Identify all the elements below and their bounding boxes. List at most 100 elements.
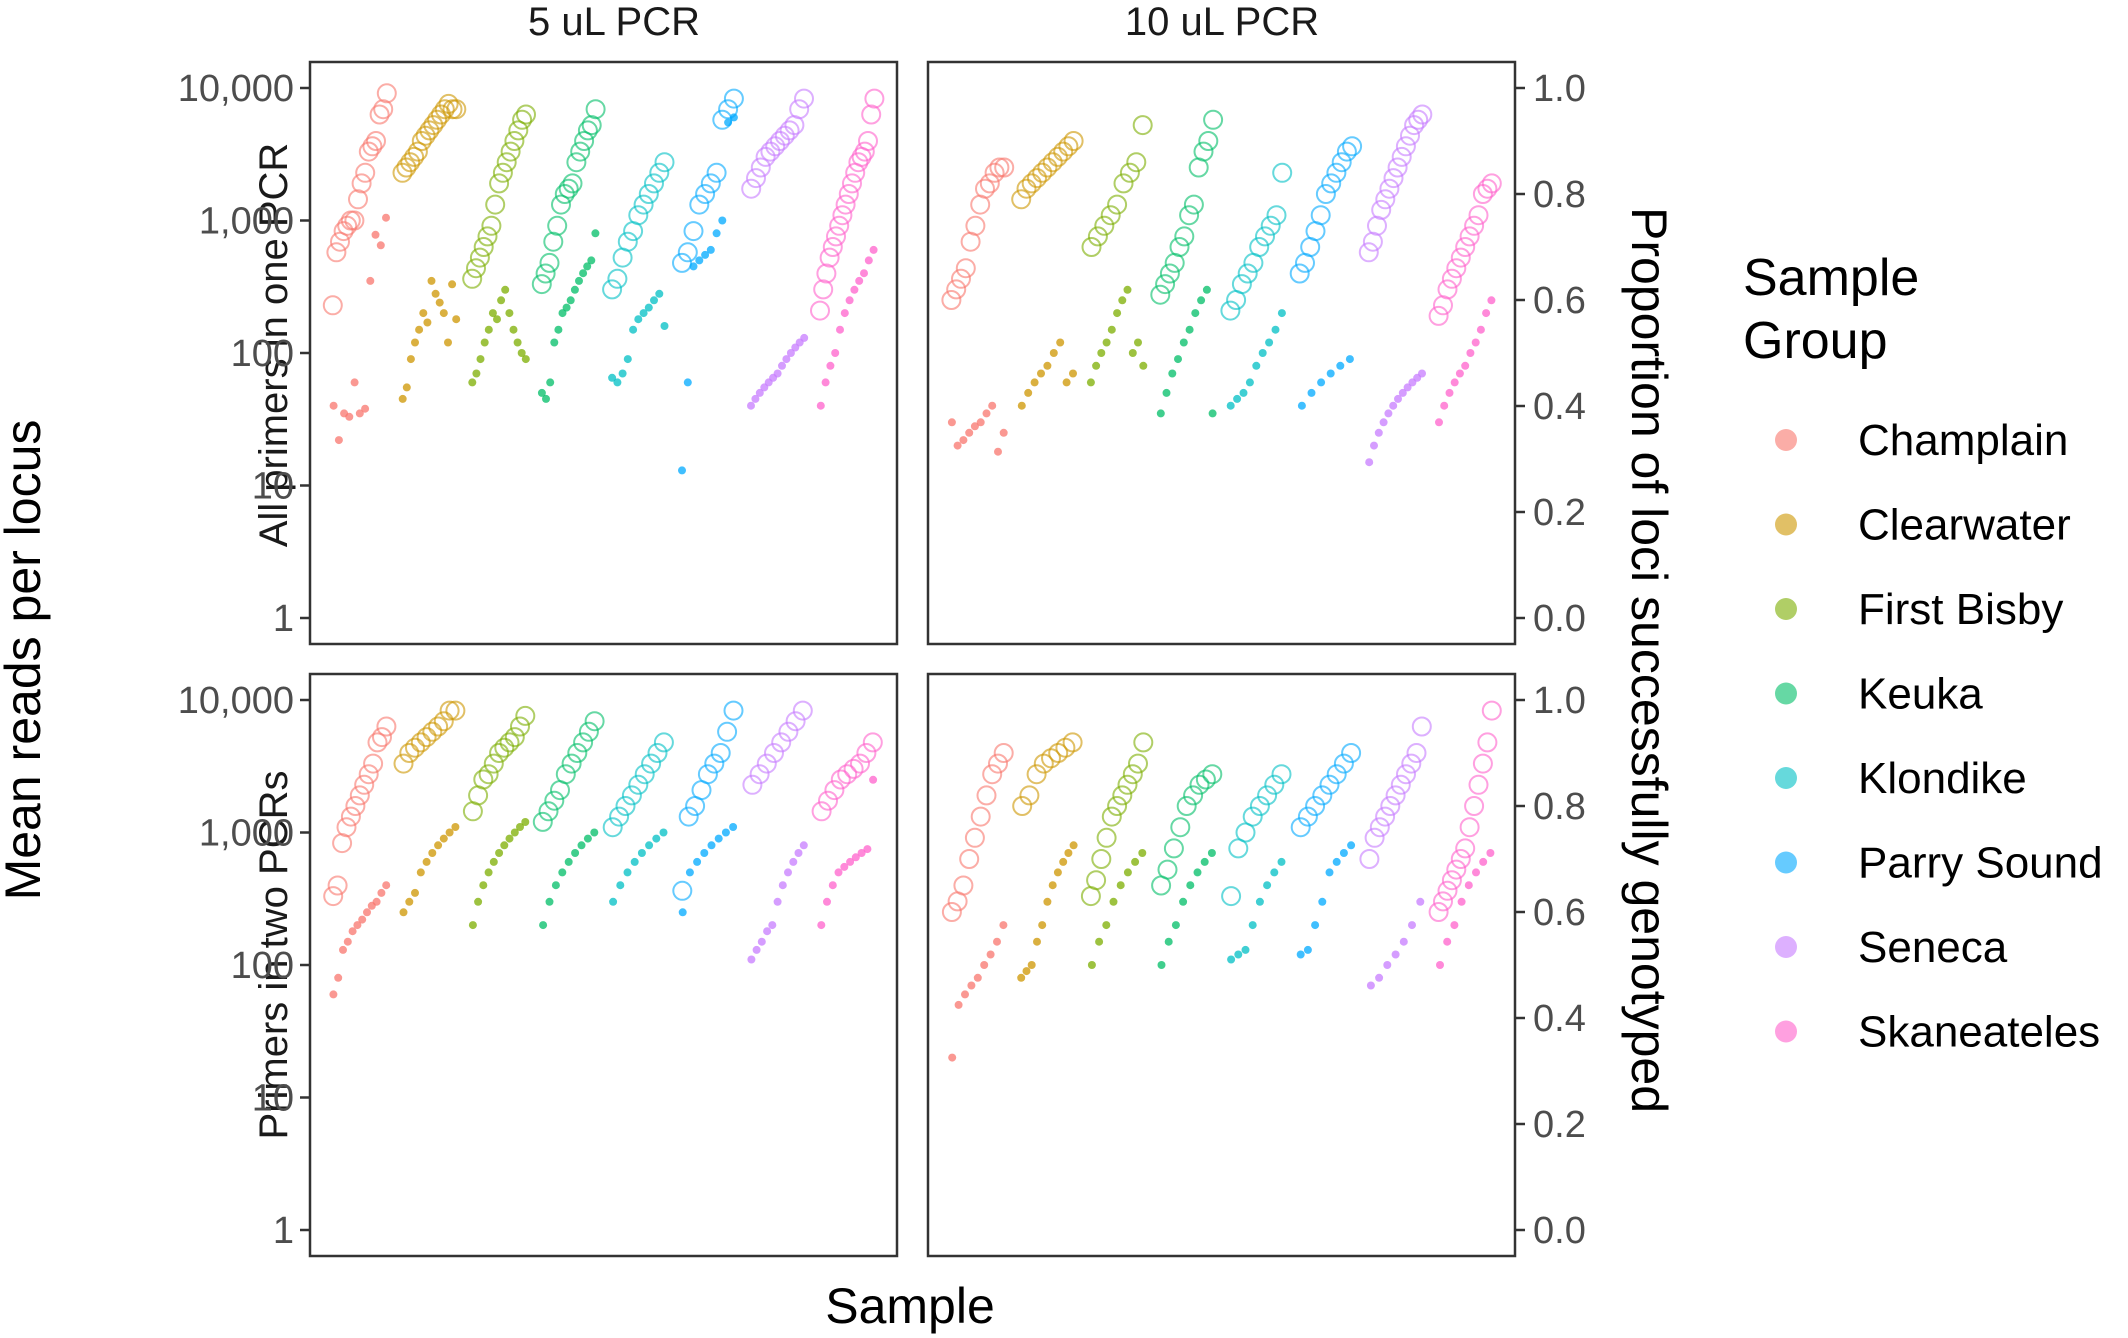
proportion-point-seneca xyxy=(1395,136,1416,157)
series-parry-sound xyxy=(672,700,744,917)
reads-point-seneca xyxy=(782,355,791,364)
legend-label-clearwater: Clearwater xyxy=(1858,501,2071,550)
reads-point-first-bisby xyxy=(1109,897,1118,906)
proportion-point-parry-sound xyxy=(683,221,704,242)
reads-point-first-bisby xyxy=(1086,378,1095,387)
reads-point-klondike xyxy=(652,834,661,843)
panel-5-ul-pcr-all-primers-in-one-pcr xyxy=(308,60,899,646)
reads-point-champlain xyxy=(339,945,347,954)
reads-point-seneca xyxy=(1365,458,1374,467)
proportion-point-parry-sound xyxy=(672,252,692,273)
reads-point-first-bisby xyxy=(1139,361,1148,370)
proportion-point-first-bisby xyxy=(1112,785,1133,806)
proportion-point-seneca xyxy=(1390,774,1411,795)
reads-point-seneca xyxy=(799,841,808,850)
reads-point-champlain xyxy=(986,950,995,959)
proportion-point-champlain xyxy=(345,796,366,816)
reads-point-first-bisby xyxy=(489,857,498,866)
proportion-point-skaneateles xyxy=(1464,215,1485,236)
left-tick-label: 100 xyxy=(231,333,294,375)
proportion-point-first-bisby xyxy=(489,743,510,763)
reads-point-keuka xyxy=(1197,296,1206,305)
proportion-point-clearwater xyxy=(400,152,421,173)
reads-point-skaneateles xyxy=(869,245,878,254)
proportion-point-clearwater xyxy=(1019,785,1040,806)
left-axis-row-1: 1 10 100 1,000 10,000 xyxy=(178,68,310,640)
proportion-point-keuka xyxy=(567,743,588,763)
proportion-point-keuka xyxy=(1183,785,1204,806)
reads-point-champlain xyxy=(350,378,359,387)
reads-point-first-bisby xyxy=(476,355,485,364)
proportion-point-skaneateles xyxy=(1481,700,1502,721)
reads-point-skaneateles xyxy=(823,897,831,906)
panel-frame xyxy=(926,672,1517,1258)
legend-title-line-2: Group xyxy=(1743,312,1888,370)
reads-point-clearwater xyxy=(1056,338,1065,347)
proportion-point-klondike xyxy=(1257,785,1278,806)
proportion-point-seneca xyxy=(755,146,776,167)
reads-point-skaneateles xyxy=(840,309,849,318)
proportion-point-skaneateles xyxy=(848,152,869,173)
reads-point-clearwater xyxy=(406,355,415,364)
series-champlain xyxy=(941,157,1015,456)
legend-item-parry-sound: Parry Sound xyxy=(1775,839,2103,888)
reads-point-seneca xyxy=(768,921,777,930)
proportion-point-champlain xyxy=(976,785,997,806)
left-tick-label: 1 xyxy=(273,1210,294,1252)
reads-point-skaneateles xyxy=(1436,961,1444,969)
reads-point-parry-sound xyxy=(678,908,687,917)
reads-point-keuka xyxy=(1171,921,1180,930)
facet-column-label-5ul: 5 uL PCR xyxy=(528,0,700,44)
reads-point-skaneateles xyxy=(863,845,872,854)
reads-point-parry-sound xyxy=(707,841,716,850)
right-tick-label: 0.2 xyxy=(1533,1104,1586,1146)
reads-point-champlain xyxy=(988,401,997,410)
panel-10-ul-pcr-all-primers-in-one-pcr xyxy=(926,60,1517,646)
proportion-point-champlain xyxy=(376,83,397,104)
right-y-axes: 0.0 0.2 0.4 0.6 0.8 1.0 0.0 0.2 0.4 0.6 0.8 1.0 xyxy=(1515,68,1586,1252)
reads-point-klondike xyxy=(609,897,618,906)
proportion-point-seneca xyxy=(1406,743,1427,763)
reads-point-champlain xyxy=(954,1000,963,1009)
proportion-point-klondike xyxy=(615,796,636,816)
proportion-point-seneca xyxy=(1396,764,1416,785)
reads-point-parry-sound xyxy=(1303,945,1312,954)
x-axis-title: Sample xyxy=(825,1278,995,1334)
series-skaneateles xyxy=(1428,700,1502,969)
proportion-point-first-bisby xyxy=(478,764,499,785)
proportion-point-skaneateles xyxy=(837,764,858,785)
proportion-point-klondike xyxy=(653,732,674,753)
proportion-point-first-bisby xyxy=(504,131,525,151)
reads-point-klondike xyxy=(1271,325,1280,334)
proportion-point-klondike xyxy=(1231,274,1252,295)
reads-point-first-bisby xyxy=(501,285,510,294)
reads-point-champlain xyxy=(948,1053,957,1062)
panels-layer xyxy=(308,60,1517,1258)
reads-point-skaneateles xyxy=(1443,937,1452,946)
series-skaneateles xyxy=(810,88,885,410)
reads-point-first-bisby xyxy=(468,378,477,387)
proportion-point-first-bisby xyxy=(1096,827,1117,848)
proportion-point-seneca xyxy=(1400,125,1420,146)
reads-point-seneca xyxy=(1379,418,1388,427)
proportion-point-skaneateles xyxy=(1428,902,1449,922)
proportion-point-skaneateles xyxy=(1481,173,1502,194)
proportion-point-skaneateles xyxy=(862,732,883,753)
legend-label-champlain: Champlain xyxy=(1858,416,2068,465)
proportion-point-seneca xyxy=(760,141,781,162)
proportion-point-champlain xyxy=(982,764,1003,785)
proportion-point-skaneateles xyxy=(829,215,850,236)
reads-point-champlain xyxy=(345,412,354,421)
proportion-point-seneca xyxy=(1387,157,1408,178)
reads-point-seneca xyxy=(773,369,782,378)
series-first-bisby xyxy=(1080,732,1154,969)
reads-point-parry-sound xyxy=(1296,950,1305,959)
left-tick-label: 10 xyxy=(252,1078,294,1120)
proportion-point-keuka xyxy=(585,99,606,120)
reads-point-first-bisby xyxy=(497,296,506,305)
reads-point-champlain xyxy=(334,436,343,445)
reads-point-keuka xyxy=(577,841,586,850)
legend-label-keuka: Keuka xyxy=(1858,670,1983,719)
reads-point-first-bisby xyxy=(1097,349,1106,357)
reads-point-clearwater xyxy=(411,338,419,347)
